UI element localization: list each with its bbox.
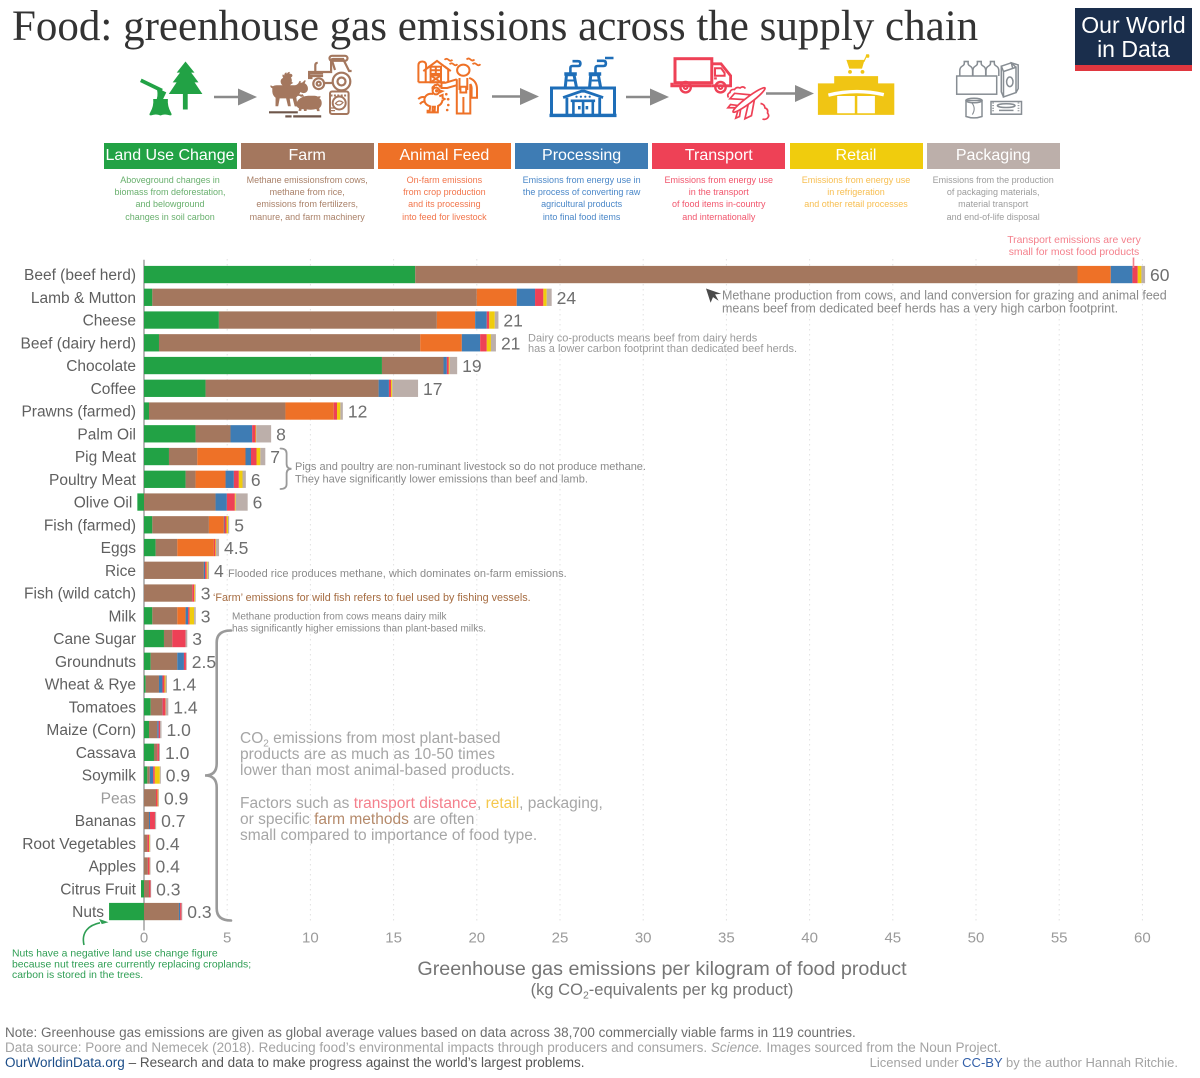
svg-text:12: 12	[348, 402, 367, 422]
svg-text:0.4: 0.4	[155, 834, 180, 854]
svg-text:1.0: 1.0	[166, 720, 191, 740]
svg-text:25: 25	[552, 930, 569, 947]
svg-text:21: 21	[501, 333, 520, 353]
svg-text:Note: Greenhouse gas emissions: Note: Greenhouse gas emissions are given…	[5, 1025, 856, 1040]
svg-text:30: 30	[635, 930, 652, 947]
svg-text:55: 55	[1051, 930, 1068, 947]
svg-text:3: 3	[201, 584, 211, 604]
svg-text:20: 20	[468, 930, 485, 947]
svg-text:Palm Oil: Palm Oil	[77, 426, 136, 443]
svg-text:Cane Sugar: Cane Sugar	[53, 631, 136, 648]
svg-text:small for most food products: small for most food products	[1009, 247, 1140, 258]
svg-text:60: 60	[1150, 265, 1170, 285]
svg-text:8: 8	[276, 424, 286, 444]
svg-text:Fish (farmed): Fish (farmed)	[44, 517, 136, 534]
svg-text:Eggs: Eggs	[101, 540, 137, 557]
svg-text:Data source: Poore and Nemecek: Data source: Poore and Nemecek (2018). R…	[5, 1040, 1001, 1055]
svg-text:0.4: 0.4	[155, 857, 180, 877]
svg-text:10: 10	[302, 930, 319, 947]
svg-text:Groundnuts: Groundnuts	[55, 654, 136, 671]
svg-text:6: 6	[253, 493, 263, 513]
svg-text:CO2 emissions from most plant-: CO2 emissions from most plant-based	[240, 730, 501, 750]
svg-text:Soymilk: Soymilk	[82, 768, 137, 785]
svg-text:products are as much as 10-50: products are as much as 10-50 times	[240, 746, 495, 763]
svg-text:24: 24	[557, 288, 577, 308]
svg-text:Maize (Corn): Maize (Corn)	[46, 722, 136, 739]
svg-text:4.5: 4.5	[224, 538, 248, 558]
svg-text:Licensed under CC-BY by the au: Licensed under CC-BY by the author Hanna…	[870, 1055, 1178, 1070]
svg-text:6: 6	[251, 470, 261, 490]
svg-text:0: 0	[140, 930, 148, 947]
svg-text:(kg CO2-equivalents per kg pro: (kg CO2-equivalents per kg product)	[531, 981, 794, 1002]
svg-text:5: 5	[223, 930, 231, 947]
svg-text:Rice: Rice	[105, 563, 136, 580]
svg-text:5: 5	[234, 515, 244, 535]
svg-text:Cheese: Cheese	[83, 313, 136, 330]
svg-text:Transport emissions are very: Transport emissions are very	[1007, 235, 1141, 246]
svg-text:Milk: Milk	[108, 608, 136, 625]
svg-text:19: 19	[462, 356, 481, 376]
svg-text:21: 21	[503, 311, 522, 331]
svg-text:Cassava: Cassava	[76, 745, 137, 762]
svg-text:3: 3	[201, 606, 211, 626]
svg-text:Pigs and poultry are non-rumin: Pigs and poultry are non-ruminant livest…	[295, 461, 646, 473]
svg-text:Methane production from cows m: Methane production from cows means dairy…	[232, 612, 448, 623]
svg-text:1.4: 1.4	[173, 697, 198, 717]
svg-text:0.7: 0.7	[161, 811, 185, 831]
svg-text:or specific farm methods are o: or specific farm methods are often	[240, 811, 474, 828]
svg-text:Peas: Peas	[101, 790, 137, 807]
svg-text:Olive Oil: Olive Oil	[74, 495, 133, 512]
svg-text:50: 50	[968, 930, 985, 947]
svg-text:2.5: 2.5	[192, 652, 216, 672]
svg-text:Chocolate: Chocolate	[66, 358, 136, 375]
svg-text:lower than most animal-based p: lower than most animal-based products.	[240, 762, 515, 779]
svg-text:Bananas: Bananas	[75, 813, 136, 830]
svg-text:Coffee: Coffee	[91, 381, 136, 398]
svg-text:Flooded rice produces methane,: Flooded rice produces methane, which dom…	[228, 568, 567, 580]
svg-text:OurWorldinData.org – Research: OurWorldinData.org – Research and data t…	[5, 1055, 585, 1070]
svg-text:40: 40	[801, 930, 818, 947]
svg-text:45: 45	[884, 930, 901, 947]
svg-text:35: 35	[718, 930, 735, 947]
svg-text:Beef (beef herd): Beef (beef herd)	[24, 267, 136, 284]
svg-text:carbon is stored in the trees.: carbon is stored in the trees.	[12, 970, 143, 981]
svg-text:Beef (dairy herd): Beef (dairy herd)	[21, 335, 136, 352]
svg-text:Dairy co-products means beef f: Dairy co-products means beef from dairy …	[528, 333, 758, 345]
svg-text:Tomatoes: Tomatoes	[69, 699, 136, 716]
svg-text:Fish (wild catch): Fish (wild catch)	[24, 586, 136, 603]
svg-text:4: 4	[214, 561, 224, 581]
svg-text:0.9: 0.9	[164, 788, 188, 808]
svg-text:Methane production from cows,: Methane production from cows, and land c…	[722, 289, 1167, 303]
svg-text:Apples: Apples	[89, 859, 137, 876]
svg-text:Poultry Meat: Poultry Meat	[49, 472, 137, 489]
svg-text:Nuts have a negative land use: Nuts have a negative land use change fig…	[12, 949, 218, 960]
svg-text:60: 60	[1134, 930, 1151, 947]
svg-text:1.0: 1.0	[165, 743, 190, 763]
svg-text:Citrus Fruit: Citrus Fruit	[60, 881, 136, 898]
svg-text:Prawns (farmed): Prawns (farmed)	[21, 404, 136, 421]
svg-text:15: 15	[385, 930, 402, 947]
svg-text:7: 7	[270, 447, 280, 467]
svg-text:Pig Meat: Pig Meat	[75, 449, 137, 466]
svg-text:has a lower carbon footprint t: has a lower carbon footprint than dedica…	[528, 343, 797, 355]
svg-text:0.9: 0.9	[166, 766, 190, 786]
svg-text:small compared to importance o: small compared to importance of food typ…	[240, 827, 537, 844]
svg-text:They have significantly lower: They have significantly lower emissions …	[295, 474, 588, 486]
svg-text:‘Farm’ emissions for wild fish: ‘Farm’ emissions for wild fish refers to…	[213, 592, 531, 604]
svg-text:0.3: 0.3	[156, 879, 180, 899]
svg-text:Greenhouse gas emissions per k: Greenhouse gas emissions per kilogram of…	[417, 958, 907, 980]
svg-text:Lamb & Mutton: Lamb & Mutton	[31, 290, 136, 307]
svg-text:means beef from dedicated beef: means beef from dedicated beef herds has…	[722, 302, 1118, 316]
svg-text:because nut trees are currentl: because nut trees are currently replacin…	[12, 960, 251, 971]
svg-text:3: 3	[192, 629, 202, 649]
svg-text:has significantly higher emiss: has significantly higher emissions than …	[232, 624, 486, 635]
svg-text:Factors such as transport dist: Factors such as transport distance, reta…	[240, 795, 603, 812]
svg-text:Root Vegetables: Root Vegetables	[22, 836, 136, 853]
svg-text:Nuts: Nuts	[72, 904, 104, 921]
svg-text:Wheat & Rye: Wheat & Rye	[45, 677, 136, 694]
svg-text:17: 17	[423, 379, 442, 399]
svg-text:1.4: 1.4	[172, 675, 197, 695]
svg-text:0.3: 0.3	[187, 902, 211, 922]
